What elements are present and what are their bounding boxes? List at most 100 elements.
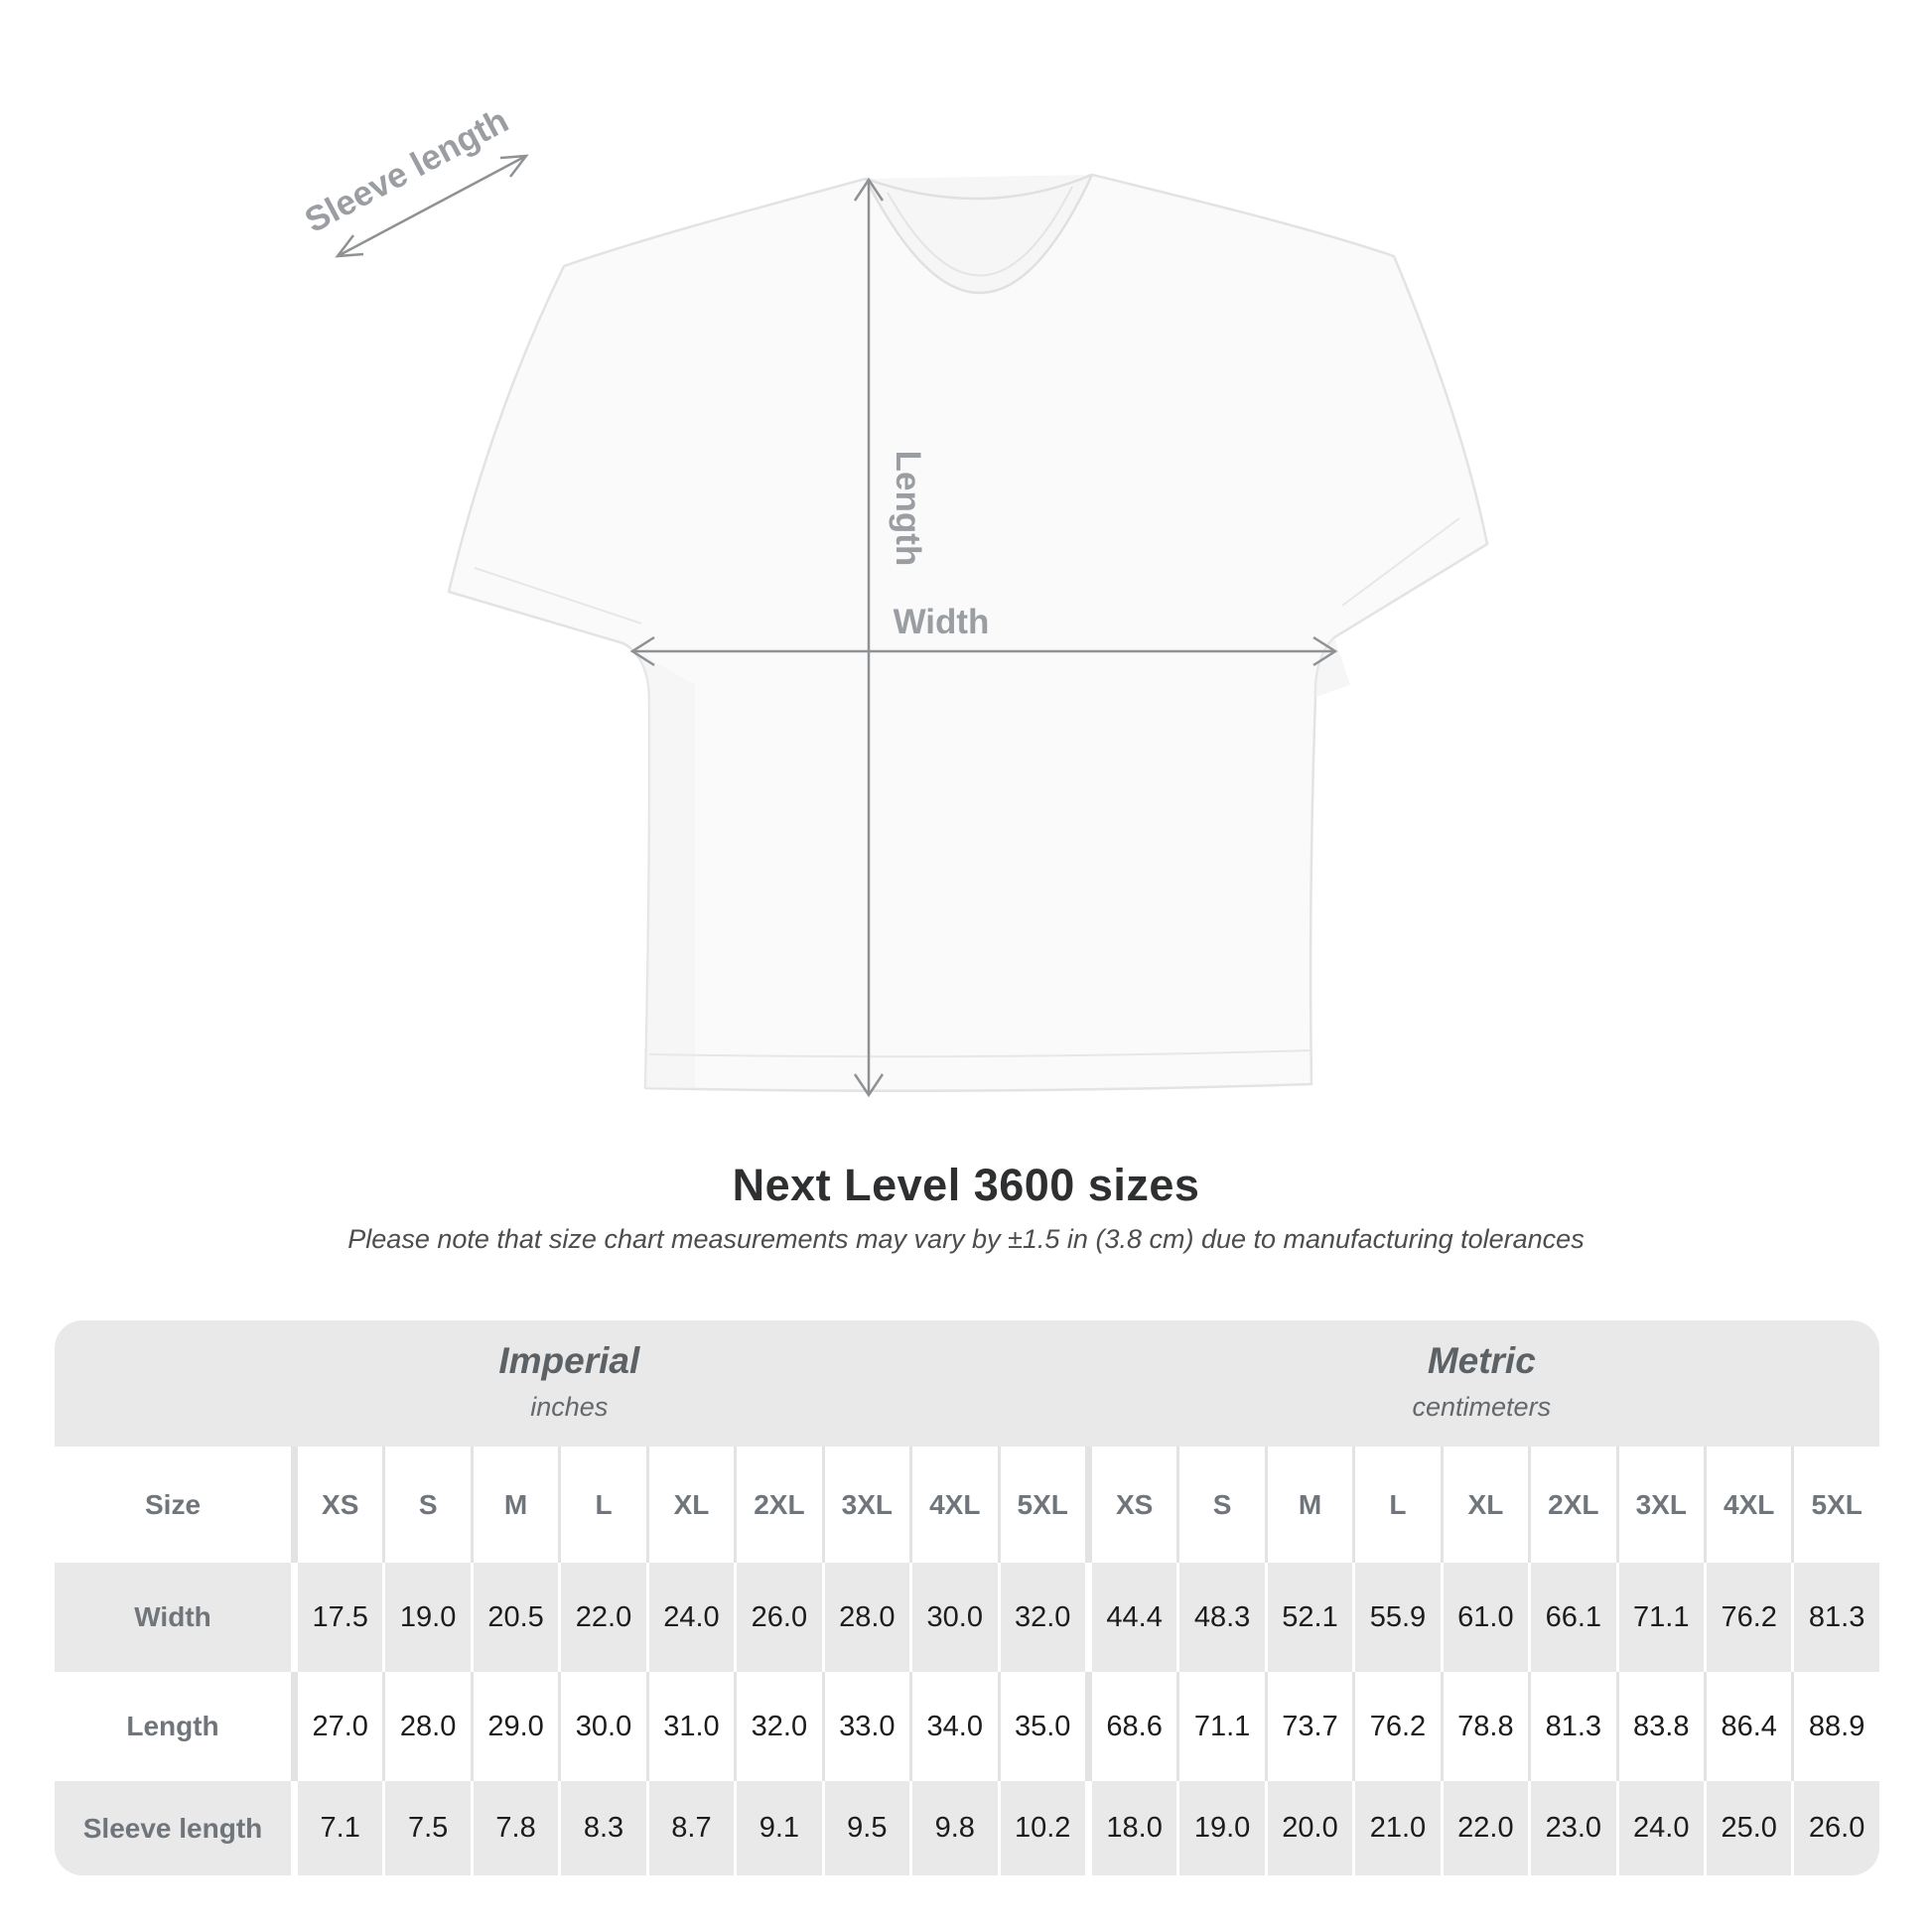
value-cell: 26.0 — [1791, 1781, 1878, 1875]
value-cell: 26.0 — [734, 1563, 821, 1672]
value-cell: 35.0 — [997, 1672, 1085, 1781]
value-cell: 20.5 — [470, 1563, 558, 1672]
size-col-header: 3XL — [821, 1447, 909, 1563]
value-cell: 7.1 — [291, 1781, 382, 1875]
left-sleeve-hem-seam — [474, 567, 642, 624]
value-cell: 20.0 — [1264, 1781, 1352, 1875]
width-label: Width — [894, 603, 990, 641]
length-arrow — [853, 177, 885, 1098]
size-col-header: S — [1176, 1447, 1264, 1563]
value-cell: 81.3 — [1528, 1672, 1615, 1781]
size-col-header: L — [1352, 1447, 1440, 1563]
value-cell: 66.1 — [1528, 1563, 1615, 1672]
size-col-header: M — [470, 1447, 558, 1563]
value-cell: 34.0 — [909, 1672, 997, 1781]
row-label: Width — [134, 1601, 211, 1632]
value-cell: 52.1 — [1264, 1563, 1352, 1672]
table-row: Width 17.5 19.0 20.5 22.0 24.0 26.0 28.0 30.0 32.… — [55, 1563, 1879, 1672]
size-col-header: 2XL — [1528, 1447, 1615, 1563]
value-cell: 61.0 — [1440, 1563, 1528, 1672]
value-cell: 29.0 — [470, 1672, 558, 1781]
row-label: Sleeve length — [82, 1812, 263, 1844]
bottom-hem-seam — [648, 1049, 1311, 1058]
value-cell: 7.5 — [382, 1781, 470, 1875]
value-cell: 24.0 — [1615, 1781, 1704, 1875]
size-col-header: 3XL — [1615, 1447, 1704, 1563]
size-col-header: XL — [645, 1447, 734, 1563]
value-cell: 7.8 — [470, 1781, 558, 1875]
value-cell: 48.3 — [1176, 1563, 1264, 1672]
value-cell: 71.1 — [1176, 1672, 1264, 1781]
value-cell: 28.0 — [382, 1672, 470, 1781]
size-col-header: 5XL — [1791, 1447, 1878, 1563]
size-col-header: 4XL — [909, 1447, 997, 1563]
size-col-header: XS — [1084, 1447, 1176, 1563]
value-cell: 21.0 — [1352, 1781, 1440, 1875]
table-row: Sleeve length 7.1 7.5 7.8 8.3 8.7 9.1 9.5 9.8 10.… — [55, 1781, 1879, 1875]
size-col-header: 5XL — [997, 1447, 1085, 1563]
value-cell: 22.0 — [558, 1563, 645, 1672]
tshirt-diagram-svg: Sleeve length Length Width — [299, 101, 1489, 1098]
row-label: Length — [126, 1711, 219, 1741]
value-cell: 71.1 — [1615, 1563, 1704, 1672]
collar-outer — [864, 174, 1094, 295]
imperial-title: Imperial — [498, 1340, 640, 1381]
right-sleeve-hem-seam — [1341, 517, 1460, 607]
value-cell: 19.0 — [382, 1563, 470, 1672]
metric-title: Metric — [1427, 1340, 1536, 1381]
size-col-header: 2XL — [734, 1447, 821, 1563]
value-cell: 32.0 — [997, 1563, 1085, 1672]
collar-back — [865, 173, 1093, 201]
value-cell: 25.0 — [1704, 1781, 1791, 1875]
value-cell: 78.8 — [1440, 1672, 1528, 1781]
imperial-header: Imperial inches — [55, 1320, 1084, 1447]
metric-unit: centimeters — [1412, 1392, 1552, 1422]
value-cell: 28.0 — [821, 1563, 909, 1672]
size-col-header: S — [382, 1447, 470, 1563]
value-cell: 68.6 — [1084, 1672, 1176, 1781]
value-cell: 27.0 — [291, 1672, 382, 1781]
value-cell: 30.0 — [909, 1563, 997, 1672]
size-table-body: Size XS S M L XL 2XL 3XL 4XL 5XL XS S M L XL 2XL 3XL 4XL 5… — [55, 1447, 1879, 1875]
size-corner-header: Size — [144, 1488, 202, 1520]
value-cell: 30.0 — [558, 1672, 645, 1781]
value-cell: 22.0 — [1440, 1781, 1528, 1875]
table-row: Length 27.0 28.0 29.0 30.0 31.0 32.0 33.0 34.0 35… — [55, 1672, 1879, 1781]
value-cell: 76.2 — [1352, 1672, 1440, 1781]
value-cell: 17.5 — [291, 1563, 382, 1672]
imperial-unit: inches — [530, 1392, 609, 1422]
value-cell: 9.5 — [821, 1781, 909, 1875]
unit-header-band: Imperial inches Metric centimeters — [55, 1320, 1879, 1447]
metric-header: Metric centimeters — [1084, 1320, 1879, 1447]
collar-inner — [887, 186, 1073, 277]
value-cell: 23.0 — [1528, 1781, 1615, 1875]
value-cell: 73.7 — [1264, 1672, 1352, 1781]
value-cell: 10.2 — [997, 1781, 1085, 1875]
size-col-header: XL — [1440, 1447, 1528, 1563]
value-cell: 44.4 — [1084, 1563, 1176, 1672]
size-col-header: L — [558, 1447, 645, 1563]
value-cell: 33.0 — [821, 1672, 909, 1781]
value-cell: 24.0 — [645, 1563, 734, 1672]
value-cell: 19.0 — [1176, 1781, 1264, 1875]
size-col-header: 4XL — [1704, 1447, 1791, 1563]
value-cell: 8.3 — [558, 1781, 645, 1875]
tolerance-note: Please note that size chart measurements… — [347, 1224, 1585, 1254]
value-cell: 31.0 — [645, 1672, 734, 1781]
value-cell: 81.3 — [1791, 1563, 1878, 1672]
value-cell: 86.4 — [1704, 1672, 1791, 1781]
value-cell: 76.2 — [1704, 1563, 1791, 1672]
value-cell: 32.0 — [734, 1672, 821, 1781]
size-chart-table: Imperial inches Metric centimeters Size X… — [55, 1320, 1879, 1875]
value-cell: 88.9 — [1791, 1672, 1878, 1781]
size-col-header: M — [1264, 1447, 1352, 1563]
value-cell: 9.8 — [909, 1781, 997, 1875]
value-cell: 18.0 — [1084, 1781, 1176, 1875]
tshirt-shade-left — [623, 643, 695, 1088]
size-col-header: XS — [291, 1447, 382, 1563]
page-title: Next Level 3600 sizes — [732, 1160, 1200, 1210]
value-cell: 83.8 — [1615, 1672, 1704, 1781]
value-cell: 8.7 — [645, 1781, 734, 1875]
size-header-row: Size XS S M L XL 2XL 3XL 4XL 5XL XS S M L XL 2XL 3XL 4XL 5… — [55, 1447, 1879, 1563]
